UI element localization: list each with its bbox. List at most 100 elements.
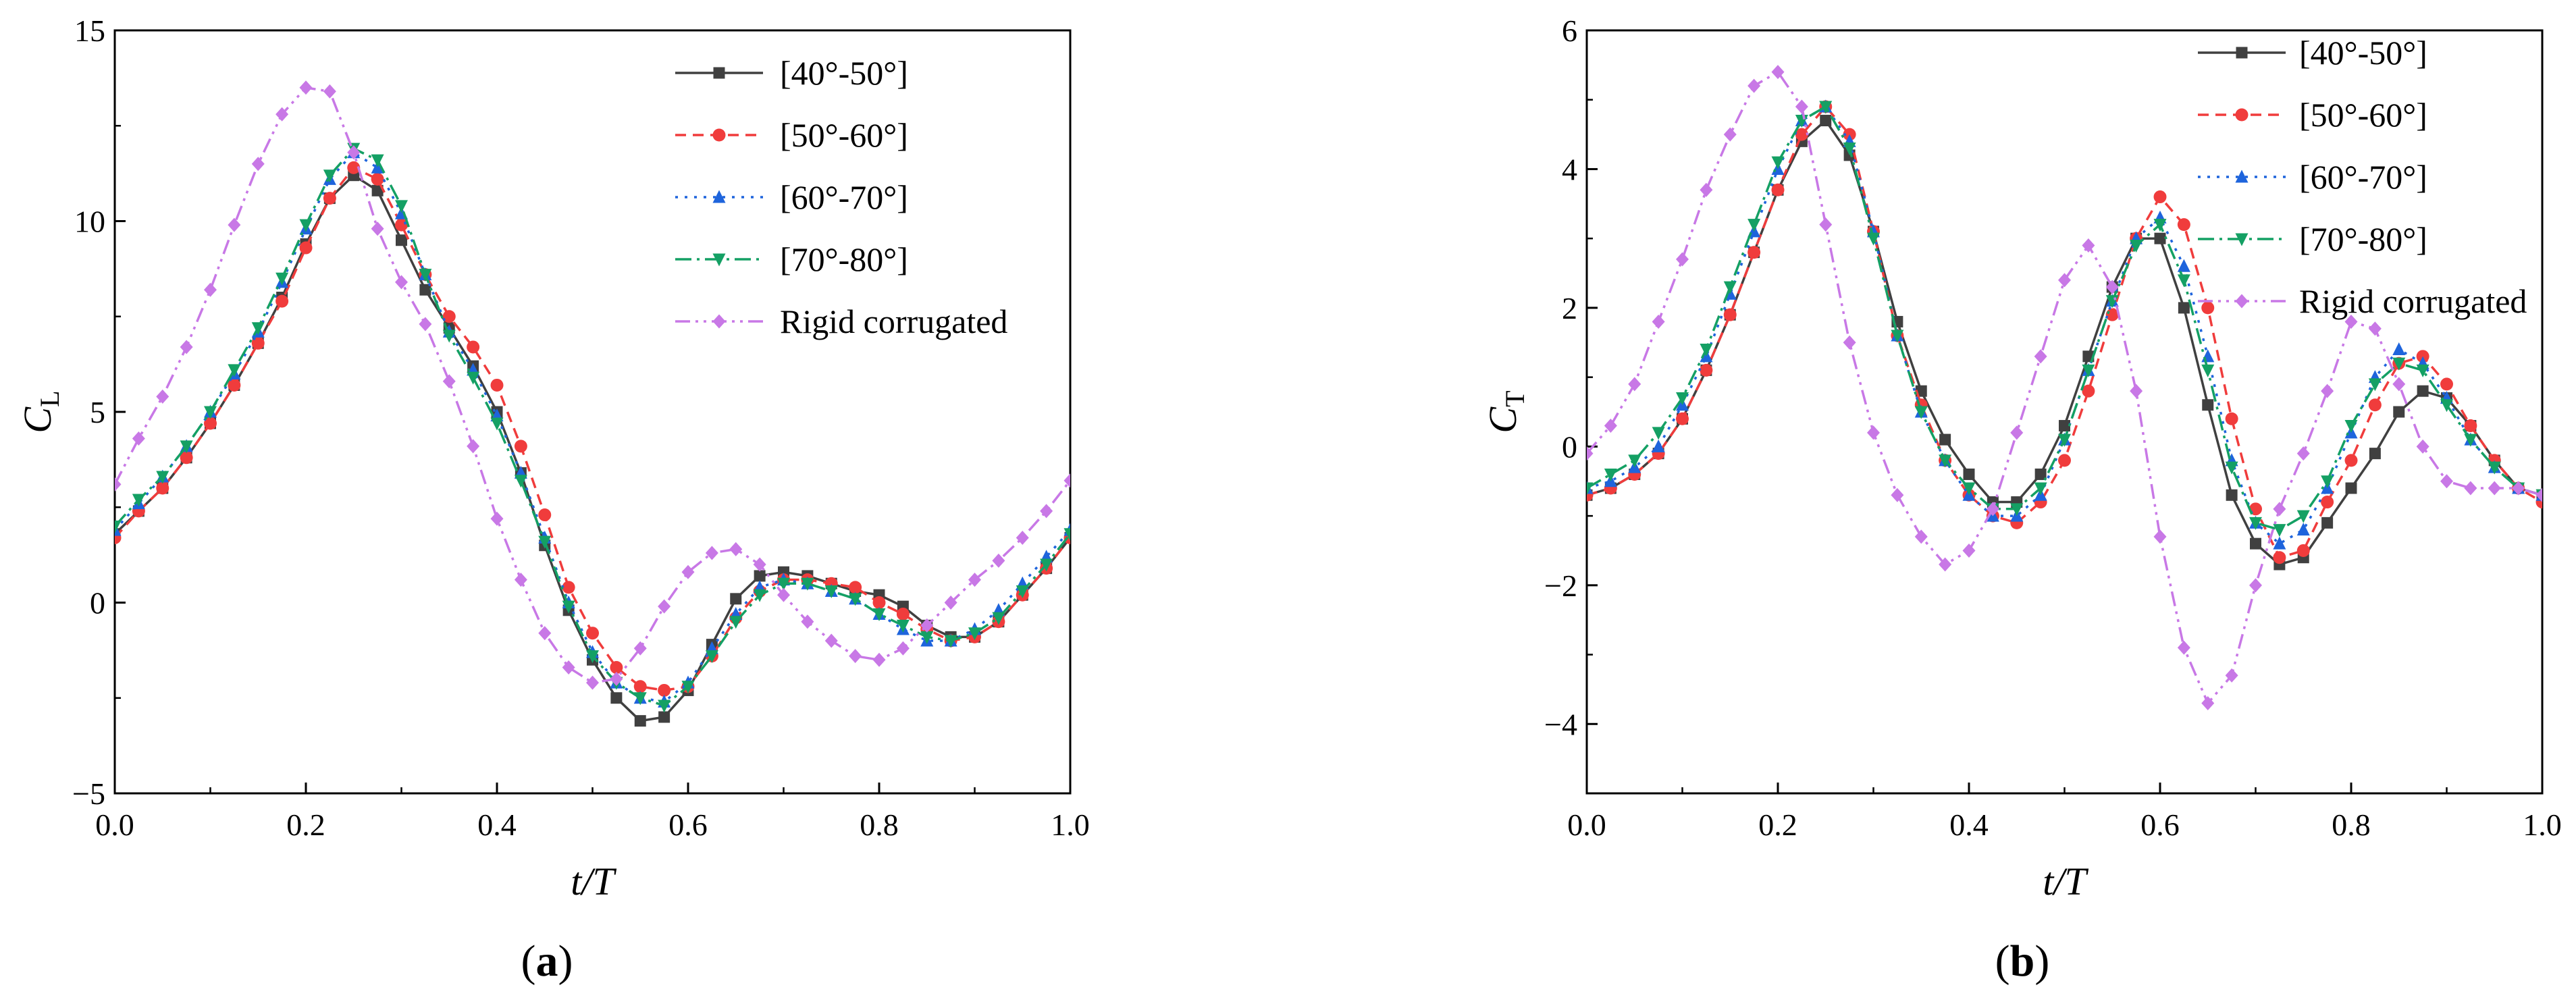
data-point (490, 417, 504, 431)
data-point (1867, 425, 1880, 440)
data-point (658, 711, 671, 723)
data-point (323, 192, 336, 205)
data-point (1723, 127, 1737, 142)
data-point (156, 389, 169, 404)
y-tick-label: 4 (1562, 152, 1577, 186)
data-point (1063, 473, 1070, 488)
data-point (251, 157, 265, 171)
data-point (2296, 510, 2310, 523)
y-tick-label: 10 (74, 205, 105, 239)
x-tick-label: 1.0 (1051, 808, 1090, 842)
data-point (2344, 454, 2358, 467)
legend-entry: [70°-80°] (2299, 220, 2427, 258)
data-point (968, 573, 981, 587)
series-line (115, 166, 1070, 692)
legend-marker (712, 253, 726, 267)
data-point (2177, 259, 2190, 272)
data-point (2321, 384, 2334, 398)
data-point (1963, 468, 1975, 480)
data-point (1891, 487, 1904, 502)
data-point (419, 269, 432, 282)
data-point (371, 154, 384, 167)
y-axis-label-text: CT (1481, 390, 1530, 433)
data-point (2010, 425, 2024, 440)
data-point (1700, 182, 1713, 197)
data-point (2082, 384, 2095, 398)
data-point (1628, 454, 1641, 468)
data-point (633, 641, 647, 656)
data-point (2392, 342, 2406, 356)
x-tick-label: 0.6 (668, 808, 708, 842)
data-point (1867, 232, 1880, 246)
data-point (1604, 419, 1617, 433)
data-point (251, 336, 265, 350)
legend-entry: [60°-70°] (2299, 158, 2427, 196)
data-point (2368, 321, 2382, 336)
data-point (323, 169, 336, 183)
x-axis-label: t/T (571, 860, 616, 903)
legend-marker (712, 314, 726, 329)
data-point (658, 699, 671, 713)
data-point (2273, 502, 2286, 517)
data-point (634, 715, 646, 727)
data-point (1819, 101, 1833, 114)
data-point (2368, 378, 2382, 392)
data-point (658, 599, 671, 614)
y-tick-label: −2 (1544, 569, 1577, 603)
data-point (538, 626, 552, 641)
legend: [40°-50°] [50°-60°] [60°-70°] [70°-80°] Rigi… (2198, 34, 2527, 320)
data-point (944, 635, 957, 648)
data-point (2488, 481, 2501, 496)
data-point (2344, 314, 2358, 329)
data-point (992, 553, 1005, 568)
y-axis-label-text: CL (16, 390, 65, 433)
data-point (2058, 433, 2071, 447)
data-point (514, 573, 527, 587)
data-point (514, 475, 527, 488)
data-point (2488, 461, 2501, 475)
data-point (323, 84, 336, 99)
data-point (2201, 695, 2215, 710)
data-point (1939, 557, 1952, 572)
series-line (115, 86, 1070, 684)
data-point (2225, 412, 2238, 425)
data-point (729, 541, 743, 556)
data-point (1771, 183, 1785, 196)
data-point (2344, 420, 2358, 433)
data-point (2296, 446, 2310, 461)
data-point (1700, 363, 1713, 377)
data-point (1962, 482, 1976, 496)
data-point (156, 481, 169, 495)
data-point (299, 80, 313, 95)
data-point (753, 589, 766, 602)
data-point (395, 200, 408, 213)
data-point (872, 652, 886, 667)
data-point (920, 618, 934, 633)
data-point (801, 614, 814, 629)
data-point (896, 641, 910, 656)
data-point (2249, 517, 2262, 530)
data-point (968, 627, 981, 641)
data-point (299, 241, 313, 255)
data-point (562, 660, 575, 675)
legend: [40°-50°] [50°-60°] [60°-70°] [70°-80°] Rigi… (675, 54, 1007, 340)
series-4 (115, 80, 1070, 690)
data-point (2512, 481, 2525, 496)
data-point (2225, 668, 2238, 683)
x-tick-label: 0.4 (477, 808, 517, 842)
data-point (371, 221, 384, 236)
data-point (920, 631, 934, 644)
data-point (538, 508, 552, 522)
data-point (490, 378, 504, 392)
legend-marker (2236, 47, 2248, 59)
y-tick-label: 5 (90, 395, 105, 429)
data-point (1820, 115, 1832, 127)
data-point (1676, 392, 1689, 405)
data-point (2440, 377, 2453, 391)
data-point (1795, 99, 1808, 114)
data-point (299, 219, 313, 232)
data-point (371, 184, 384, 196)
data-point (2177, 218, 2190, 232)
data-point (681, 564, 695, 579)
data-point (2417, 385, 2429, 397)
